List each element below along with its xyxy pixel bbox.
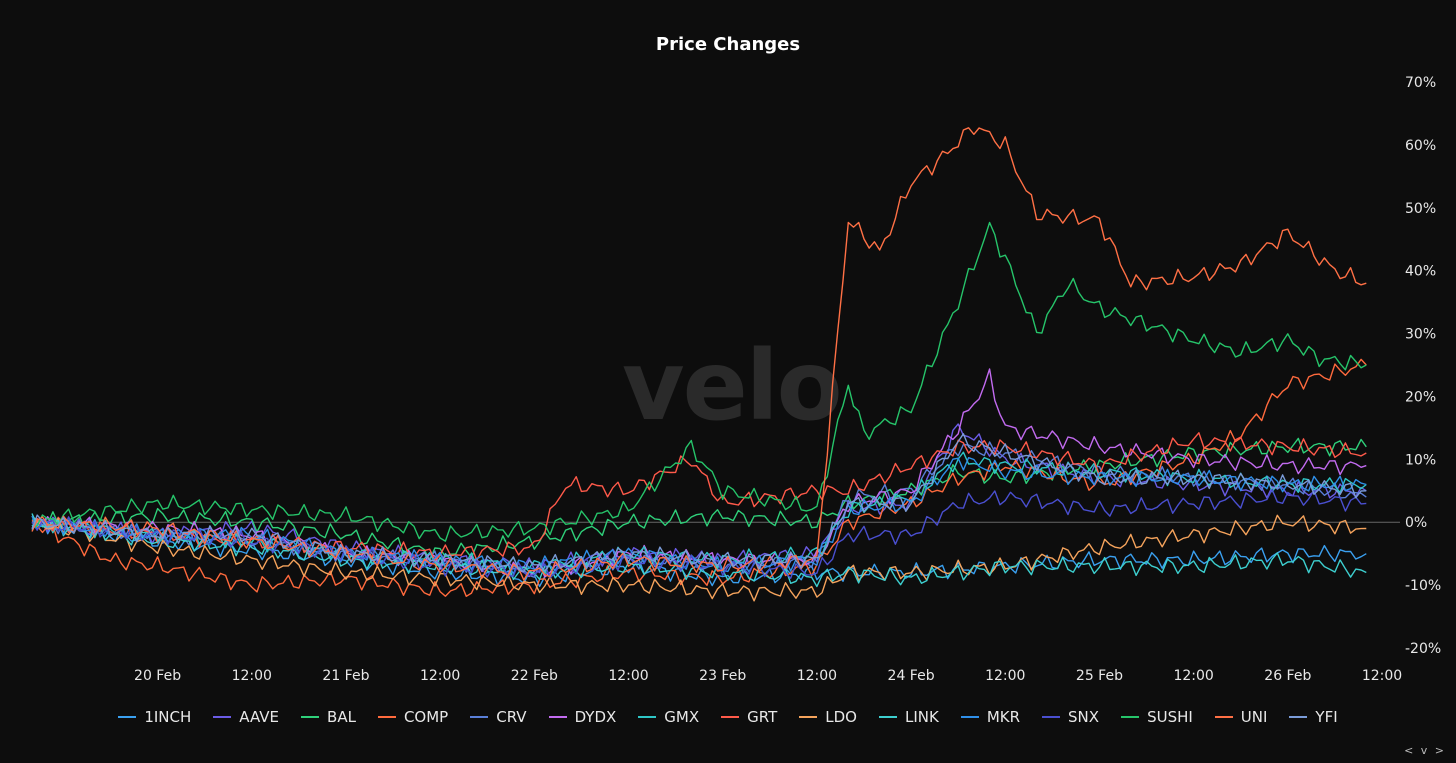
legend-label: COMP: [403, 708, 449, 726]
legend-swatch: [960, 716, 979, 718]
x-tick-label: 24 Feb: [888, 668, 935, 684]
legend-item-gmx[interactable]: GMX: [638, 708, 699, 726]
legend-label: LINK: [904, 708, 939, 726]
legend-swatch: [721, 716, 740, 718]
legend-label: UNI: [1240, 708, 1268, 726]
legend-label: GRT: [747, 708, 778, 726]
x-tick-label: 22 Feb: [511, 668, 558, 684]
legend-item-uni[interactable]: UNI: [1214, 708, 1268, 726]
series-line-link[interactable]: [31, 513, 1367, 588]
legend-swatch: [799, 716, 818, 718]
y-tick-label: -10%: [1405, 578, 1441, 594]
y-tick-label: 30%: [1405, 327, 1436, 343]
y-tick-label: 10%: [1405, 452, 1436, 468]
legend-swatch: [301, 716, 320, 718]
y-tick-label: 0%: [1405, 515, 1427, 531]
legend-label: MKR: [986, 708, 1021, 726]
legend-item-link[interactable]: LINK: [878, 708, 939, 726]
legend-label: SUSHI: [1147, 708, 1193, 726]
legend-item-ldo[interactable]: LDO: [799, 708, 857, 726]
legend-label: SNX: [1068, 708, 1100, 726]
legend-label: DYDX: [574, 708, 617, 726]
legend-item-comp[interactable]: COMP: [377, 708, 449, 726]
x-tick-label: 21 Feb: [322, 668, 369, 684]
nav-arrows[interactable]: < v >: [1404, 744, 1446, 757]
chart-title: Price Changes: [655, 34, 801, 55]
x-tick-label: 12:00: [1362, 668, 1402, 684]
legend-swatch: [470, 716, 489, 718]
legend-swatch: [548, 716, 567, 718]
y-tick-label: 40%: [1405, 264, 1436, 280]
y-tick-label: 50%: [1405, 201, 1436, 217]
x-tick-label: 23 Feb: [699, 668, 746, 684]
series-line-comp[interactable]: [31, 358, 1367, 597]
legend-swatch: [377, 716, 396, 718]
series-line-uni[interactable]: [31, 127, 1367, 581]
legend-item-yfi[interactable]: YFI: [1289, 708, 1338, 726]
legend-swatch: [638, 716, 657, 718]
legend-item-snx[interactable]: SNX: [1042, 708, 1099, 726]
x-tick-label: 26 Feb: [1264, 668, 1311, 684]
x-tick-label: 12:00: [608, 668, 648, 684]
legend: 1INCH AAVE BAL COMP CRV DYDX GMX GRT LDO LINK MKR S…: [0, 708, 1456, 726]
series-line-dydx[interactable]: [31, 368, 1367, 578]
series-line-sushi[interactable]: [31, 221, 1367, 542]
legend-label: AAVE: [239, 708, 280, 726]
legend-swatch: [878, 716, 897, 718]
legend-swatch: [213, 716, 232, 718]
legend-item-dydx[interactable]: DYDX: [548, 708, 617, 726]
x-tick-label: 12:00: [232, 668, 272, 684]
watermark-logo: velo: [622, 330, 843, 442]
x-tick-label: 25 Feb: [1076, 668, 1123, 684]
legend-swatch: [1289, 716, 1308, 718]
x-tick-label: 20 Feb: [134, 668, 181, 684]
legend-item-mkr[interactable]: MKR: [960, 708, 1021, 726]
legend-swatch: [1121, 716, 1140, 718]
legend-swatch: [1042, 716, 1061, 718]
x-tick-label: 12:00: [1173, 668, 1213, 684]
series-line-ldo[interactable]: [31, 514, 1367, 602]
legend-item-bal[interactable]: BAL: [301, 708, 356, 726]
x-tick-label: 12:00: [420, 668, 460, 684]
y-tick-label: 20%: [1405, 389, 1436, 405]
legend-label: GMX: [664, 708, 700, 726]
legend-swatch: [118, 716, 137, 718]
legend-item-crv[interactable]: CRV: [470, 708, 527, 726]
y-tick-label: 70%: [1405, 75, 1436, 91]
legend-item-sushi[interactable]: SUSHI: [1121, 708, 1193, 726]
legend-label: 1INCH: [144, 708, 192, 726]
legend-label: YFI: [1315, 708, 1338, 726]
legend-label: LDO: [825, 708, 857, 726]
x-tick-label: 12:00: [985, 668, 1025, 684]
series-line-yfi[interactable]: [31, 433, 1367, 573]
y-tick-label: -20%: [1405, 641, 1441, 657]
legend-item-1inch[interactable]: 1INCH: [118, 708, 191, 726]
legend-label: CRV: [496, 708, 527, 726]
legend-item-aave[interactable]: AAVE: [213, 708, 279, 726]
x-tick-label: 12:00: [797, 668, 837, 684]
legend-swatch: [1214, 716, 1233, 718]
series-line-aave[interactable]: [31, 423, 1367, 574]
y-tick-label: 60%: [1405, 138, 1436, 154]
legend-label: BAL: [327, 708, 356, 726]
legend-item-grt[interactable]: GRT: [721, 708, 777, 726]
